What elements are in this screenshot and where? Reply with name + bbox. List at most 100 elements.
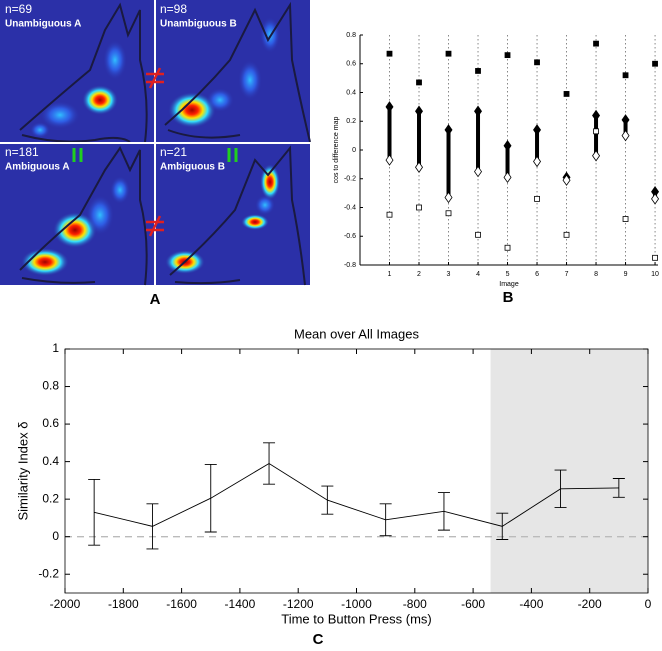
diamond-marker bbox=[592, 109, 601, 122]
diamond-marker bbox=[503, 139, 512, 152]
diamond-marker bbox=[621, 114, 630, 126]
x-tick-label: 3 bbox=[447, 271, 451, 278]
x-tick-label: -2000 bbox=[50, 597, 81, 611]
square-marker bbox=[593, 40, 599, 47]
y-tick-label: 0 bbox=[52, 529, 59, 543]
x-tick-label: 0 bbox=[645, 597, 652, 611]
y-tick-label: -0.2 bbox=[38, 566, 59, 580]
square-marker bbox=[534, 59, 540, 66]
y-tick-label: 0.2 bbox=[346, 118, 356, 125]
panel-label: A bbox=[150, 291, 161, 308]
y-tick-label: -0.2 bbox=[344, 176, 356, 183]
panel-a: n=69 Unambiguous A n=98 Unambiguous B n=… bbox=[0, 0, 311, 286]
data-line bbox=[94, 462, 619, 527]
y-tick-label: -0.6 bbox=[344, 233, 356, 240]
square-marker bbox=[504, 52, 511, 59]
y-tick-label: 0.6 bbox=[42, 416, 59, 430]
square-marker bbox=[386, 211, 393, 218]
error-bar bbox=[321, 485, 334, 515]
not-equal-sign bbox=[146, 67, 164, 237]
diamond-marker bbox=[415, 161, 423, 173]
x-axis-label: Image bbox=[499, 281, 519, 288]
diamond-marker bbox=[385, 101, 394, 113]
x-tick-label: 1 bbox=[388, 271, 392, 278]
x-tick-label: 2 bbox=[417, 271, 421, 278]
panel-label: C bbox=[313, 631, 324, 648]
quadrant-labels: n=69 Unambiguous A n=98 Unambiguous B n=… bbox=[5, 2, 237, 172]
square-marker bbox=[445, 210, 452, 217]
count-label: n=181 bbox=[5, 145, 39, 159]
x-tick-label: 7 bbox=[565, 271, 569, 278]
count-label: n=21 bbox=[160, 145, 187, 159]
condition-label: Ambiguous A bbox=[5, 162, 70, 173]
condition-label: Unambiguous B bbox=[160, 19, 237, 30]
x-tick-label: -1000 bbox=[341, 597, 372, 611]
y-tick-label: 0.2 bbox=[42, 491, 59, 505]
x-tick-label: -1600 bbox=[166, 597, 197, 611]
diamond-marker bbox=[562, 174, 571, 186]
diamond-marker bbox=[385, 154, 394, 166]
diamond-marker bbox=[533, 155, 542, 168]
diamond-marker bbox=[621, 129, 630, 142]
square-marker bbox=[475, 231, 481, 238]
diamond-marker bbox=[592, 150, 601, 162]
y-axis-label: Similarity Index δ bbox=[15, 422, 30, 521]
condition-label: Ambiguous B bbox=[160, 162, 225, 173]
diamond-marker bbox=[503, 171, 512, 184]
square-marker bbox=[504, 244, 511, 251]
x-tick-label: -600 bbox=[461, 597, 485, 611]
y-tick-label: 0.4 bbox=[42, 454, 59, 468]
diamond-marker bbox=[444, 124, 453, 136]
y-tick-label: 0.6 bbox=[346, 61, 356, 68]
error-bar bbox=[612, 478, 625, 498]
y-tick-label: 0 bbox=[352, 147, 356, 154]
square-marker bbox=[622, 216, 629, 222]
square-marker bbox=[475, 68, 481, 74]
x-axis-label: Time to Button Press (ms) bbox=[281, 611, 432, 626]
error-bar bbox=[263, 442, 276, 485]
diamond-marker bbox=[533, 124, 542, 136]
square-marker bbox=[622, 72, 629, 79]
y-tick-label: -0.4 bbox=[344, 204, 356, 211]
square-marker bbox=[534, 195, 540, 202]
error-bar bbox=[554, 469, 567, 509]
x-tick-label: -1800 bbox=[108, 597, 139, 611]
x-tick-label: -400 bbox=[519, 597, 543, 611]
square-marker bbox=[416, 204, 422, 211]
y-tick-label: -0.8 bbox=[344, 262, 356, 269]
diamond-marker bbox=[474, 105, 483, 117]
x-tick-label: -1200 bbox=[283, 597, 314, 611]
diamond-marker bbox=[651, 193, 660, 205]
error-bar bbox=[88, 478, 101, 546]
square-marker bbox=[652, 254, 658, 261]
x-tick-label: -800 bbox=[403, 597, 427, 611]
heat-blobs bbox=[21, 17, 280, 276]
condition-label: Unambiguous A bbox=[5, 19, 81, 30]
x-tick-label: -200 bbox=[578, 597, 602, 611]
count-label: n=69 bbox=[5, 2, 32, 16]
error-bar bbox=[146, 503, 159, 550]
x-tick-label: 9 bbox=[624, 271, 628, 278]
shaded-region bbox=[490, 349, 648, 593]
error-bar bbox=[204, 463, 217, 533]
diamond-marker bbox=[474, 165, 483, 178]
square-marker bbox=[386, 50, 393, 57]
diamond-marker bbox=[415, 105, 423, 117]
error-bar bbox=[379, 503, 392, 537]
square-marker bbox=[652, 60, 658, 67]
square-marker bbox=[416, 79, 422, 86]
horse-outlines bbox=[19, 1, 311, 286]
y-tick-label: 0.8 bbox=[42, 379, 59, 393]
chart-title: Mean over All Images bbox=[294, 326, 420, 341]
x-tick-label: 4 bbox=[476, 271, 480, 278]
y-tick-label: 0.4 bbox=[346, 89, 356, 96]
x-tick-label: -1400 bbox=[225, 597, 256, 611]
square-marker bbox=[445, 50, 452, 57]
error-bar bbox=[437, 492, 450, 531]
square-marker bbox=[563, 91, 570, 97]
x-tick-label: 6 bbox=[535, 271, 539, 278]
y-axis-label: cos to difference map bbox=[333, 117, 340, 184]
error-bar bbox=[496, 512, 509, 540]
count-label: n=98 bbox=[160, 2, 187, 16]
